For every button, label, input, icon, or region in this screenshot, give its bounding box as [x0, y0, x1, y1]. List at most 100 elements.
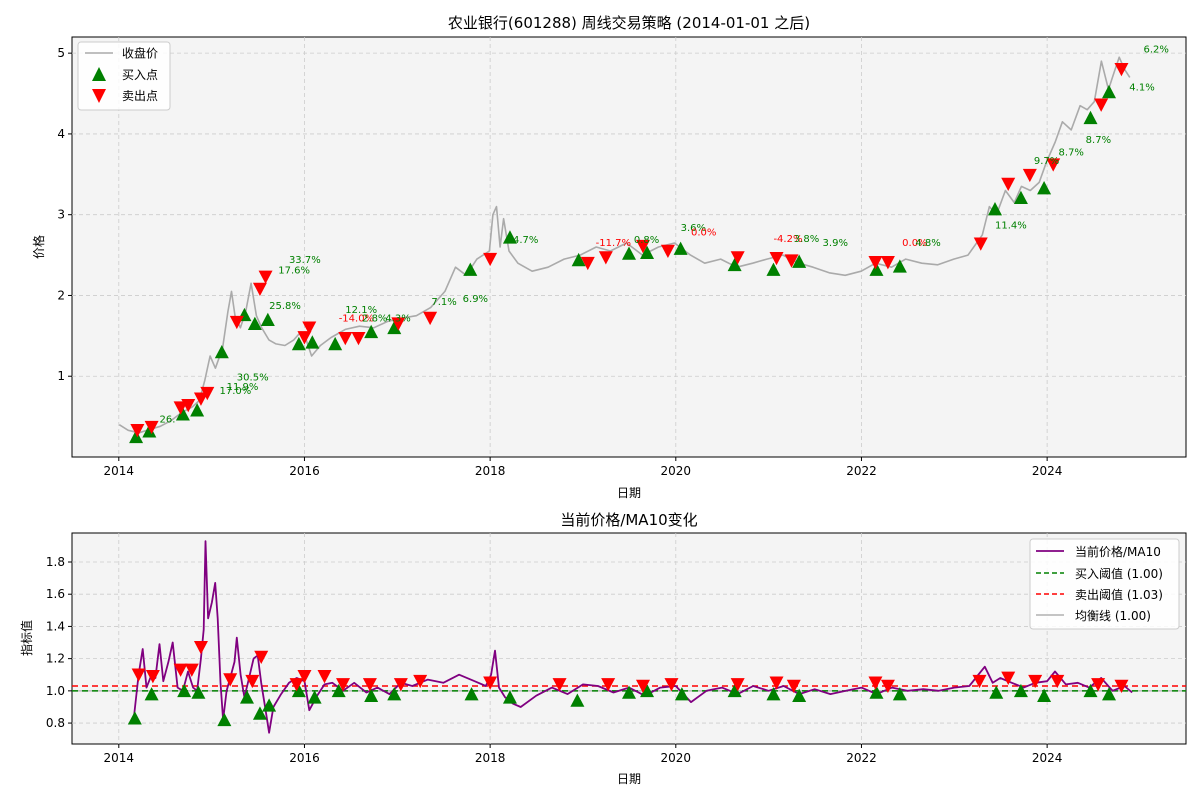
buy-marker	[640, 245, 655, 259]
sell-marker	[730, 678, 745, 692]
legend-buy-label: 买入点	[122, 68, 158, 82]
legend-equilibrium-label: 均衡线 (1.00)	[1075, 609, 1151, 623]
buy-marker	[502, 690, 517, 704]
price-trade-annotations: 26.17.0%11.9%30.5%25.8%17.6%33.7%-14.0%1…	[159, 44, 1168, 425]
buy-marker	[792, 688, 807, 702]
x-tick-label: 2022	[846, 464, 877, 478]
sell-marker	[393, 678, 408, 692]
series-line-ratio	[132, 540, 1133, 734]
sell-marker	[880, 679, 895, 694]
sell-marker	[338, 331, 353, 346]
trade-return-label: -4.2%	[773, 234, 802, 245]
trade-return-label: 4.1%	[1129, 82, 1154, 93]
sell-marker	[351, 331, 366, 346]
trade-return-label: 17.0%	[220, 386, 252, 397]
buy-marker	[291, 336, 306, 351]
sell-marker	[1114, 679, 1129, 694]
legend-buy-marker	[92, 67, 106, 81]
buy-marker	[191, 685, 206, 699]
buy-marker	[1102, 84, 1117, 99]
sell-marker	[130, 424, 145, 438]
y-tick-label: 1.0	[46, 684, 65, 698]
ratio-chart-title: 当前价格/MA10变化	[560, 511, 697, 529]
trade-return-label: -11.7%	[596, 238, 631, 249]
y-tick-label: 1.6	[46, 587, 65, 601]
buy-marker	[217, 712, 232, 727]
price-axis-ticks: 2014 2016 2018 2020 2022 2024 1 2 3 4 5	[57, 46, 1062, 478]
trade-return-label: 9.7%	[1034, 156, 1059, 167]
ratio-plot-area	[71, 532, 1187, 745]
legend-close-label: 收盘价	[122, 46, 158, 61]
legend-buy-threshold-label: 买入阈值 (1.00)	[1075, 566, 1163, 581]
x-tick-label: 2020	[661, 464, 692, 478]
sell-marker	[483, 252, 498, 267]
sell-marker	[193, 392, 208, 406]
sell-marker	[664, 678, 679, 692]
trade-return-label: 8.7%	[1059, 148, 1084, 159]
price-y-axis-label: 价格	[31, 235, 46, 259]
sell-marker	[1001, 177, 1016, 191]
sell-marker	[254, 650, 269, 665]
buy-marker	[1013, 190, 1028, 205]
y-tick-label: 5	[57, 46, 65, 60]
buy-marker	[387, 687, 402, 701]
sell-marker	[483, 676, 498, 690]
sell-marker	[972, 674, 987, 689]
series-line-close	[118, 56, 1131, 434]
sell-marker	[635, 239, 650, 254]
buy-marker	[1083, 110, 1098, 125]
sell-marker	[391, 317, 406, 331]
sell-marker	[145, 670, 160, 684]
sell-marker	[336, 678, 351, 692]
legend-ratio-label: 当前价格/MA10	[1075, 544, 1161, 559]
trade-return-label: 26.	[159, 414, 175, 425]
buy-marker	[463, 262, 478, 276]
y-tick-label: 1	[57, 369, 65, 383]
buy-marker	[622, 685, 636, 699]
x-tick-label: 2016	[289, 464, 320, 478]
sell-marker	[1114, 63, 1129, 77]
y-tick-label: 1.2	[46, 652, 65, 666]
price-trade-markers	[129, 63, 1129, 444]
x-tick-label: 2022	[846, 751, 877, 765]
trade-return-label: 4.8%	[915, 238, 940, 249]
y-tick-label: 2	[57, 288, 65, 302]
x-tick-label: 2014	[104, 751, 135, 765]
trade-return-label: 25.8%	[269, 301, 301, 312]
buy-marker	[144, 687, 159, 701]
buy-marker	[1013, 683, 1028, 698]
sell-marker	[362, 678, 377, 692]
buy-marker	[305, 335, 320, 349]
sell-marker	[635, 679, 650, 694]
trade-return-label: 0.0%	[902, 238, 927, 249]
y-tick-label: 3	[57, 208, 65, 222]
sell-marker	[598, 251, 613, 265]
buy-marker	[571, 252, 586, 267]
legend-sell-marker	[92, 89, 106, 103]
ratio-x-axis-label: 日期	[617, 772, 641, 786]
buy-marker	[1102, 687, 1117, 701]
sell-marker	[880, 256, 895, 270]
y-tick-label: 4	[57, 127, 65, 141]
x-tick-label: 2024	[1032, 751, 1063, 765]
buy-marker	[129, 429, 144, 444]
sell-marker	[131, 668, 146, 682]
buy-marker	[214, 345, 229, 359]
trade-return-label: 33.7%	[289, 255, 321, 266]
sell-marker	[868, 676, 883, 690]
sell-marker	[580, 256, 595, 271]
buy-marker	[989, 685, 1004, 699]
trade-return-label: -14.0%	[339, 313, 374, 324]
ratio-legend-box	[1029, 538, 1180, 630]
buy-marker	[674, 687, 689, 701]
ratio-axis-ticks: 2014 2016 2018 2020 2022 2024 0.8 1.0 1.2 1.4 1.6 1…	[46, 555, 1062, 765]
buy-marker	[1037, 688, 1052, 702]
buy-marker	[177, 683, 192, 698]
buy-marker	[464, 687, 479, 701]
buy-marker	[260, 312, 275, 326]
sell-marker	[1001, 671, 1016, 685]
sell-marker	[1050, 674, 1065, 689]
buy-marker	[987, 202, 1002, 216]
sell-marker	[302, 321, 317, 335]
sell-marker	[229, 315, 244, 330]
